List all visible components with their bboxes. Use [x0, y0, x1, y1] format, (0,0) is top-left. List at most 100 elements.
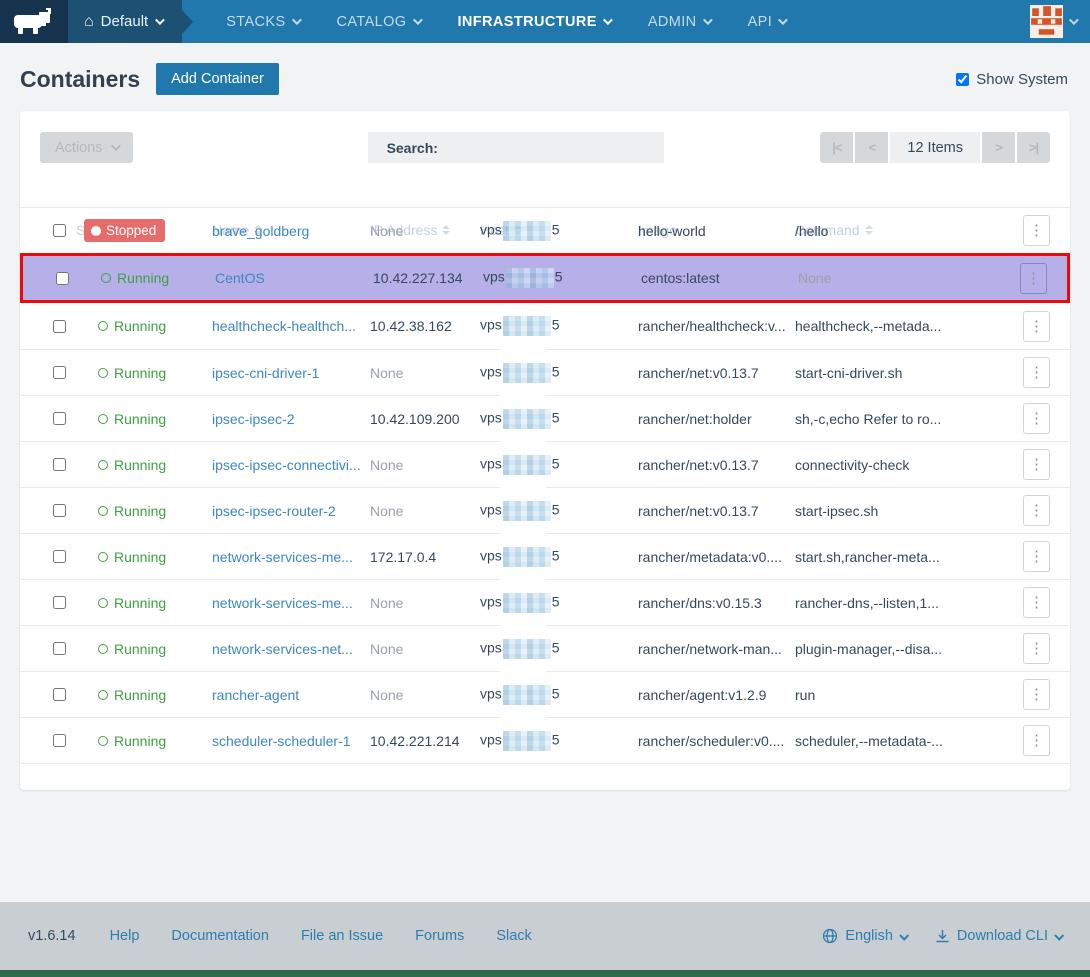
host-name[interactable]: vps [480, 409, 502, 426]
row-checkbox[interactable] [53, 688, 66, 701]
row-checkbox[interactable] [53, 734, 66, 747]
stopped-badge: Stopped [84, 219, 166, 242]
image-cell: centos:latest [641, 270, 720, 286]
nav-item-catalog[interactable]: CATALOG [337, 14, 423, 30]
globe-icon [822, 928, 838, 944]
running-state: Running [98, 595, 166, 611]
table-row[interactable]: Running ipsec-cni-driver-1 None vps 5 ran… [20, 349, 1070, 395]
host-name[interactable]: vps [480, 685, 502, 702]
row-checkbox[interactable] [53, 642, 66, 655]
row-actions-kebab-button[interactable]: ⋮ [1023, 679, 1050, 710]
row-actions-kebab-button[interactable]: ⋮ [1023, 357, 1050, 388]
container-name-link[interactable]: brave_goldberg [212, 222, 310, 239]
table-row[interactable]: Running scheduler-scheduler-1 10.42.221.… [20, 717, 1070, 763]
container-name-link[interactable]: ipsec-ipsec-2 [212, 410, 295, 427]
download-cli-menu[interactable]: Download CLI [935, 928, 1065, 944]
host-name[interactable]: vps [480, 501, 502, 518]
row-actions-kebab-button[interactable]: ⋮ [1023, 403, 1050, 434]
container-name-link[interactable]: network-services-me... [212, 594, 353, 611]
container-name-link[interactable]: ipsec-cni-driver-1 [212, 364, 320, 381]
table-row[interactable]: Running ipsec-ipsec-2 10.42.109.200 vps 5… [20, 395, 1070, 441]
table-row[interactable]: Stopped brave_goldberg None vps 5 hello-w… [20, 207, 1070, 253]
first-page-button[interactable]: |< [820, 132, 854, 163]
row-actions-kebab-button[interactable]: ⋮ [1023, 449, 1050, 480]
row-checkbox[interactable] [53, 596, 66, 609]
host-name[interactable]: vps [483, 268, 505, 285]
language-selector[interactable]: English [822, 928, 910, 944]
censored-host-blur [502, 638, 551, 659]
table-row[interactable]: Running network-services-me... 172.17.0.… [20, 533, 1070, 579]
add-container-button[interactable]: Add Container [156, 63, 279, 95]
host-name[interactable]: vps [480, 455, 502, 472]
container-name-link[interactable]: CentOS [215, 270, 265, 286]
forums-link[interactable]: Forums [415, 928, 465, 944]
chevron-down-icon [155, 15, 166, 26]
table-row[interactable]: Running network-services-me... None vps 5… [20, 579, 1070, 625]
version-label: v1.6.14 [28, 928, 76, 944]
container-name-link[interactable]: scheduler-scheduler-1 [212, 732, 351, 749]
host-name[interactable]: vps [480, 731, 502, 748]
host-name[interactable]: vps [480, 593, 502, 610]
table-row[interactable]: Running ipsec-ipsec-connectivi... None v… [20, 441, 1070, 487]
host-cell: vps 5 [480, 638, 638, 659]
actions-button[interactable]: Actions [40, 132, 133, 163]
row-actions-kebab-button[interactable]: ⋮ [1020, 262, 1047, 294]
host-name[interactable]: vps [480, 221, 502, 238]
row-checkbox[interactable] [53, 366, 66, 379]
nav-item-stacks[interactable]: STACKS [226, 14, 302, 30]
search-input[interactable] [443, 132, 664, 163]
row-actions-kebab-button[interactable]: ⋮ [1023, 310, 1050, 342]
nav-item-admin[interactable]: ADMIN [648, 14, 713, 30]
chevron-down-icon [412, 15, 423, 26]
row-actions-kebab-button[interactable]: ⋮ [1023, 587, 1050, 618]
show-system-checkbox[interactable] [956, 72, 970, 86]
row-checkbox[interactable] [53, 224, 66, 237]
rancher-logo[interactable] [0, 0, 68, 43]
table-row[interactable]: Running network-services-net... None vps… [20, 625, 1070, 671]
previous-page-icon: < [868, 140, 877, 155]
container-name-link[interactable]: ipsec-ipsec-connectivi... [212, 456, 361, 473]
next-page-button[interactable]: > [982, 132, 1015, 163]
host-name[interactable]: vps [480, 639, 502, 656]
row-actions-kebab-button[interactable]: ⋮ [1023, 725, 1050, 756]
environment-selector[interactable]: ⌂ Default [68, 0, 194, 43]
command-cell: plugin-manager,--disa... [795, 640, 943, 657]
row-checkbox[interactable] [53, 319, 66, 333]
container-name-link[interactable]: rancher-agent [212, 686, 300, 703]
row-checkbox[interactable] [53, 550, 66, 563]
nav-item-api[interactable]: API [748, 14, 789, 30]
nav-item-infrastructure[interactable]: INFRASTRUCTURE [458, 14, 613, 30]
file-an-issue-link[interactable]: File an Issue [300, 928, 384, 944]
documentation-link[interactable]: Documentation [171, 928, 269, 944]
ip-cell: 10.42.109.200 [370, 410, 460, 427]
footer-right: English Download CLI [822, 928, 1065, 944]
table-row[interactable]: Running healthcheck-healthch... 10.42.38… [20, 303, 1070, 349]
container-name-link[interactable]: network-services-me... [212, 548, 353, 565]
container-name-link[interactable]: healthcheck-healthch... [212, 318, 356, 334]
help-link[interactable]: Help [109, 928, 140, 944]
show-system-toggle[interactable]: Show System [956, 71, 1068, 88]
row-checkbox[interactable] [53, 458, 66, 471]
slack-link[interactable]: Slack [496, 928, 532, 944]
row-checkbox[interactable] [56, 271, 69, 285]
row-actions-kebab-button[interactable]: ⋮ [1023, 541, 1050, 572]
host-name[interactable]: vps [480, 547, 502, 564]
chevron-down-icon [1054, 930, 1065, 941]
table-row[interactable]: Running rancher-agent None vps 5 rancher/… [20, 671, 1070, 717]
row-checkbox[interactable] [53, 412, 66, 425]
table-row[interactable]: Running ipsec-ipsec-router-2 None vps 5 r… [20, 487, 1070, 533]
previous-page-button[interactable]: < [855, 132, 889, 163]
host-name[interactable]: vps [480, 316, 502, 333]
ip-cell: None [370, 364, 404, 381]
table-row[interactable]: Running CentOS 10.42.227.134 vps 5 centos… [20, 253, 1070, 303]
last-page-button[interactable]: >| [1017, 132, 1050, 163]
host-name[interactable]: vps [480, 363, 502, 380]
row-actions-kebab-button[interactable]: ⋮ [1023, 215, 1050, 246]
container-name-link[interactable]: network-services-net... [212, 640, 353, 657]
row-actions-kebab-button[interactable]: ⋮ [1023, 495, 1050, 526]
user-menu[interactable] [1030, 0, 1090, 43]
row-checkbox[interactable] [53, 504, 66, 517]
row-actions-kebab-button[interactable]: ⋮ [1023, 633, 1050, 664]
container-name-link[interactable]: ipsec-ipsec-router-2 [212, 502, 336, 519]
censored-host-blur [502, 730, 551, 751]
